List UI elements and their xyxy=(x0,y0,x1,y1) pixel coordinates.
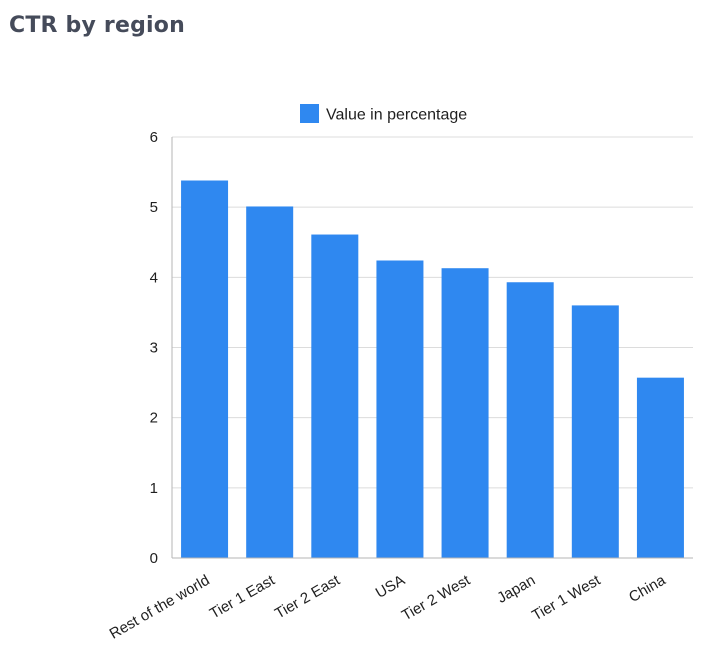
legend-swatch xyxy=(300,104,319,123)
bar[interactable] xyxy=(311,234,359,558)
y-axis-ticks: 0 1 2 3 4 5 6 xyxy=(150,129,158,567)
y-tick-label: 6 xyxy=(150,129,158,146)
y-tick-label: 1 xyxy=(150,480,158,497)
axes xyxy=(171,137,693,559)
y-tick-label: 3 xyxy=(150,340,158,357)
y-tick-label: 5 xyxy=(150,199,158,216)
legend-label: Value in percentage xyxy=(326,107,467,124)
bars xyxy=(181,180,684,558)
bar[interactable] xyxy=(571,305,619,558)
x-tick-label: Rest of the world xyxy=(107,572,213,643)
y-tick-label: 4 xyxy=(150,269,158,286)
bar[interactable] xyxy=(246,206,294,558)
x-tick-label: USA xyxy=(373,572,408,602)
x-tick-label: Tier 2 West xyxy=(399,571,474,624)
x-tick-label: Tier 1 West xyxy=(529,571,604,624)
y-tick-label: 2 xyxy=(150,410,158,427)
x-tick-label: China xyxy=(626,571,669,606)
legend[interactable]: Value in percentage xyxy=(300,104,467,124)
y-tick-label: 0 xyxy=(150,550,158,567)
x-tick-label: Tier 1 East xyxy=(207,571,279,622)
bar[interactable] xyxy=(376,260,424,558)
bar[interactable] xyxy=(181,180,229,558)
x-tick-label: Tier 2 East xyxy=(272,571,344,622)
bar[interactable] xyxy=(441,268,489,558)
bar[interactable] xyxy=(636,377,684,558)
bar[interactable] xyxy=(506,282,554,558)
x-tick-label: Japan xyxy=(494,572,538,607)
page-title: CTR by region xyxy=(9,13,185,38)
